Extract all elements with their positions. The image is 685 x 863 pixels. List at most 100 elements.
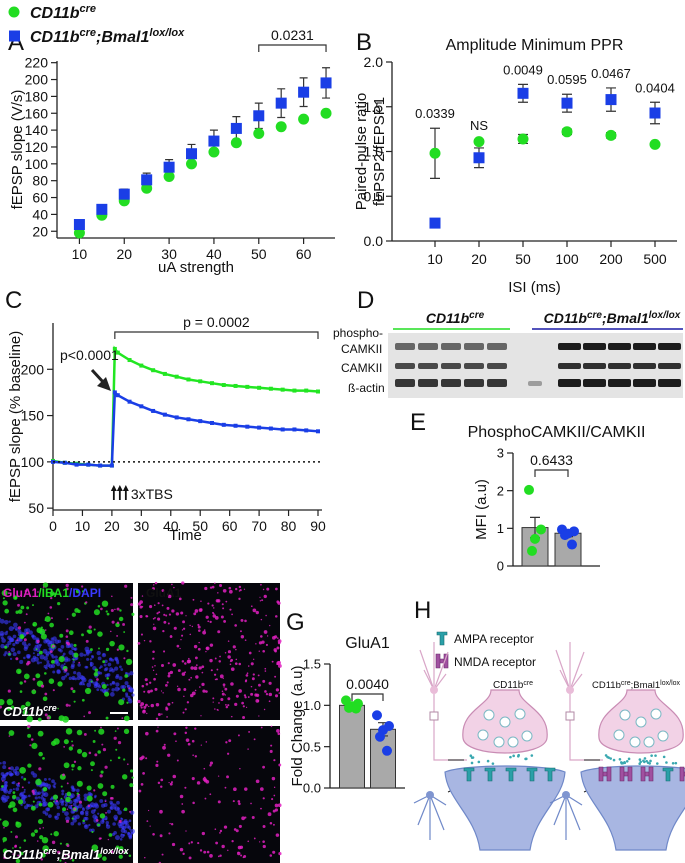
texture-dot	[223, 619, 227, 623]
texture-dot	[166, 593, 170, 597]
superscript: lox/lox	[649, 310, 681, 321]
texture-dot	[122, 850, 125, 853]
texture-dot	[224, 687, 228, 691]
texture-dot	[227, 655, 231, 659]
texture-dot	[12, 643, 16, 647]
texture-dot	[262, 797, 265, 800]
texture-dot	[235, 829, 239, 833]
texture-dot	[254, 688, 257, 691]
x-tick-label: 10	[75, 518, 91, 534]
texture-dot	[244, 696, 247, 699]
significance-bracket	[258, 44, 327, 52]
y-axis-title: Fold Change (a.u)	[289, 666, 306, 787]
texture-dot	[73, 643, 77, 647]
texture-dot	[7, 640, 12, 645]
texture-dot	[130, 810, 135, 815]
text-run: CD11b	[30, 29, 80, 46]
texture-dot	[94, 729, 97, 732]
neurotransmitter	[650, 754, 653, 757]
receptor-icon	[505, 767, 517, 782]
marker	[298, 113, 310, 125]
texture-dot	[107, 838, 110, 841]
texture-dot	[128, 819, 132, 823]
texture-dot	[71, 744, 74, 747]
texture-dot	[4, 645, 8, 649]
soma	[430, 686, 438, 694]
texture-dot	[71, 646, 75, 651]
texture-dot	[273, 794, 276, 797]
texture-dot	[27, 724, 31, 729]
texture-dot	[31, 789, 35, 793]
texture-dot	[167, 622, 170, 625]
texture-dot	[226, 752, 230, 755]
texture-dot	[117, 727, 119, 730]
texture-dot	[269, 854, 273, 857]
x-tick-label: 30	[134, 518, 150, 534]
texture-dot	[78, 661, 81, 664]
texture-dot	[35, 648, 38, 651]
texture-dot	[0, 618, 5, 624]
texture-dot	[191, 691, 196, 696]
texture-dot	[107, 662, 112, 667]
texture-dot	[244, 787, 248, 791]
neurotransmitter	[604, 754, 608, 757]
texture-dot	[253, 738, 256, 741]
texture-dot	[73, 760, 77, 763]
marker	[257, 385, 262, 390]
texture-dot	[104, 673, 109, 678]
marker	[304, 428, 309, 433]
texture-dot	[241, 701, 244, 705]
texture-dot	[184, 786, 187, 789]
y-axis-title: MFI (a.u)	[473, 479, 490, 540]
texture-dot	[85, 601, 88, 604]
texture-dot	[118, 854, 123, 859]
text-run: CD11b	[426, 310, 470, 326]
channel-name: /IBA1	[38, 586, 69, 600]
superscript: lox/lox	[149, 27, 185, 39]
texture-dot	[71, 858, 75, 862]
texture-dot	[245, 706, 248, 709]
texture-dot	[239, 767, 241, 770]
receptor-icon	[544, 767, 556, 782]
texture-dot	[105, 821, 110, 825]
texture-dot	[65, 796, 71, 803]
texture-dot	[188, 856, 192, 860]
texture-dot	[65, 641, 69, 645]
y-axis-title: Paired-pulse ratio	[353, 93, 370, 211]
texture-dot	[277, 664, 282, 668]
channel-name: /DAPI	[69, 586, 101, 600]
texture-dot	[76, 729, 83, 736]
texture-dot	[34, 829, 38, 834]
texture-dot	[119, 837, 123, 841]
texture-dot	[15, 610, 19, 614]
text-run: ;Bmal1	[96, 29, 149, 46]
texture-dot	[31, 742, 38, 750]
texture-dot	[6, 706, 11, 711]
texture-dot	[101, 600, 109, 607]
texture-dot	[181, 803, 184, 805]
neurotransmitter	[662, 755, 666, 759]
texture-dot	[2, 784, 8, 789]
texture-dot	[166, 606, 170, 610]
x-tick-label: 200	[599, 251, 623, 267]
texture-dot	[89, 658, 93, 661]
texture-dot	[42, 582, 49, 588]
neurotransmitter	[649, 759, 652, 763]
texture-dot	[27, 763, 32, 768]
texture-dot	[117, 807, 121, 811]
texture-dot	[170, 634, 172, 637]
texture-dot	[50, 663, 56, 669]
neurotransmitter	[470, 761, 474, 765]
texture-dot	[219, 655, 221, 658]
texture-dot	[30, 710, 33, 712]
texture-dot	[169, 635, 173, 638]
texture-dot	[201, 665, 205, 669]
texture-dot	[20, 605, 25, 610]
texture-dot	[113, 814, 118, 820]
texture-dot	[259, 600, 262, 602]
texture-dot	[234, 662, 238, 665]
texture-dot	[3, 856, 6, 860]
texture-dot	[272, 850, 276, 854]
receptor-icon	[619, 766, 633, 782]
